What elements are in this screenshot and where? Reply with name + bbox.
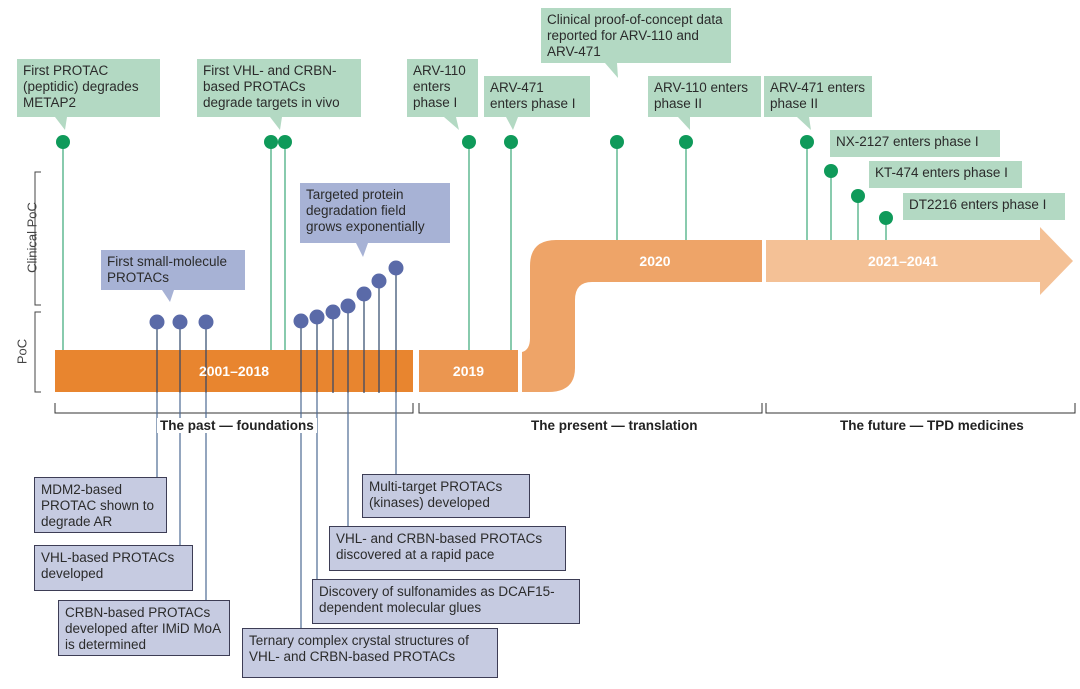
callout-vhl-protacs: VHL-based PROTACs developed <box>34 545 193 591</box>
milestone-dot <box>56 135 70 149</box>
past-bracket <box>54 403 414 414</box>
research-dot <box>371 273 387 289</box>
future-bracket <box>765 403 1076 414</box>
callout-arv471-phase2: ARV-471 enters phase II <box>764 76 872 117</box>
callout-mdm2-protac: MDM2-based PROTAC shown to degrade AR <box>34 477 167 533</box>
callout-pointer <box>678 117 690 130</box>
callout-first-protac: First PROTAC (peptidic) degrades METAP2 <box>17 59 160 117</box>
axis-label-clinical-poc: Clinical PoC <box>24 202 40 273</box>
era-past: The past — foundations <box>157 418 317 433</box>
band-label-2020: 2020 <box>639 253 671 269</box>
band-label-2019: 2019 <box>452 363 485 379</box>
callout-arv471-phase1: ARV-471 enters phase I <box>484 76 590 117</box>
milestone-dot <box>851 189 865 203</box>
callout-pointer <box>444 117 459 130</box>
callout-ternary-structures: Ternary complex crystal structures of VH… <box>242 628 498 678</box>
callout-clinical-poc-data: Clinical proof-of-concept data reported … <box>541 8 731 63</box>
callout-pointer <box>506 117 518 130</box>
callout-rapid-pace: VHL- and CRBN-based PROTACs discovered a… <box>329 526 566 571</box>
era-future: The future — TPD medicines <box>837 418 1027 433</box>
callout-crbn-protacs: CRBN-based PROTACs developed after IMiD … <box>58 600 230 656</box>
research-dot <box>149 314 165 330</box>
callout-dt2216-phase1: DT2216 enters phase I <box>903 193 1065 220</box>
callout-pointer <box>605 63 618 78</box>
milestone-dot <box>824 164 838 178</box>
callout-first-small-molecule-protacs: First small-molecule PROTACs <box>101 250 245 290</box>
callout-sulfonamides-glues: Discovery of sulfonamides as DCAF15-depe… <box>312 579 580 624</box>
band-label-past: 2001–2018 <box>198 363 270 379</box>
present-bracket <box>418 403 763 414</box>
milestone-dot <box>800 135 814 149</box>
research-dot <box>172 314 188 330</box>
callout-nx2127-phase1: NX-2127 enters phase I <box>830 130 1000 157</box>
band-2001-2018 <box>55 350 413 392</box>
callout-pointer <box>356 243 368 257</box>
band-2020-curve <box>522 240 762 392</box>
milestone-dot <box>264 135 278 149</box>
milestone-dot <box>879 211 893 225</box>
research-dot <box>388 260 404 276</box>
poc-bracket <box>34 311 41 393</box>
milestone-dot <box>679 135 693 149</box>
axis-label-poc: PoC <box>14 338 30 365</box>
era-present: The present — translation <box>528 418 701 433</box>
callout-first-vhl-crbn-in-vivo: First VHL- and CRBN-based PROTACs degrad… <box>197 59 361 117</box>
callout-arv110-phase2: ARV-110 enters phase II <box>648 76 761 117</box>
research-dot <box>325 304 341 320</box>
research-dot <box>198 314 214 330</box>
callout-tpd-field-grows: Targeted protein degradation field grows… <box>300 183 450 243</box>
band-future-arrow <box>766 227 1073 295</box>
research-dot <box>340 298 356 314</box>
milestone-dot <box>278 135 292 149</box>
research-dot <box>293 313 309 329</box>
band-label-future: 2021–2041 <box>867 253 939 269</box>
callout-pointer <box>162 290 174 302</box>
band-2019 <box>419 350 518 392</box>
callout-arv110-phase1: ARV-110 enters phase I <box>407 59 478 117</box>
callout-pointer <box>55 117 67 130</box>
callout-multi-target: Multi-target PROTACs (kinases) developed <box>362 474 530 518</box>
callout-pointer <box>270 117 282 130</box>
clinical-poc-bracket <box>34 171 41 306</box>
research-dot <box>309 309 325 325</box>
callout-pointer <box>797 117 811 130</box>
milestone-dot <box>504 135 518 149</box>
research-dot <box>356 286 372 302</box>
callout-kt474-phase1: KT-474 enters phase I <box>869 161 1022 188</box>
milestone-dot <box>462 135 476 149</box>
milestone-dot <box>610 135 624 149</box>
